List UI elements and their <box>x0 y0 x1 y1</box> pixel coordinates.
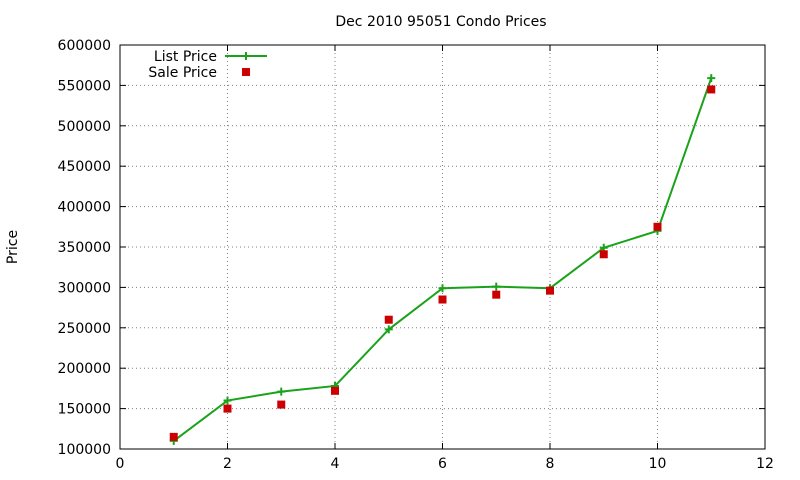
chart-title: Dec 2010 95051 Condo Prices <box>335 14 546 30</box>
x-tick-label: 6 <box>438 456 447 472</box>
x-axis: 0 2 4 6 8 10 12 <box>116 45 774 472</box>
sale-price-point <box>384 315 393 324</box>
list-price-point <box>223 396 232 405</box>
y-tick-label: 500000 <box>58 119 111 135</box>
list-price-point <box>707 74 716 83</box>
sale-price-point <box>277 400 286 409</box>
list-price-point <box>492 282 501 291</box>
list-price-point <box>384 325 393 334</box>
y-tick-label: 300000 <box>58 280 111 296</box>
x-tick-label: 0 <box>116 456 125 472</box>
sale-price-point <box>492 290 501 299</box>
list-price-point <box>277 387 286 396</box>
y-axis-label: Price <box>5 230 21 264</box>
sale-price-point <box>331 386 339 395</box>
y-tick-label: 200000 <box>58 361 111 377</box>
legend-label: Sale Price <box>148 65 217 81</box>
sale-price-point <box>546 286 554 295</box>
y-tick-label: 600000 <box>58 38 111 54</box>
y-tick-label: 250000 <box>58 321 111 337</box>
sale-price-point <box>653 222 662 231</box>
sale-price-point <box>599 250 608 259</box>
y-tick-label: 100000 <box>58 442 111 458</box>
y-tick-label: 450000 <box>58 159 111 175</box>
sale-price-point <box>169 432 178 441</box>
legend-square-marker <box>242 68 250 76</box>
x-tick-label: 8 <box>546 456 555 472</box>
x-tick-label: 12 <box>756 456 774 472</box>
sale-price-series <box>169 85 716 441</box>
plot-border <box>119 44 766 450</box>
sale-price-point <box>707 85 716 94</box>
sale-price-point <box>438 295 447 304</box>
grid <box>120 45 765 449</box>
y-tick-label: 150000 <box>58 402 111 418</box>
y-tick-label: 400000 <box>58 200 111 216</box>
list-price-line <box>173 77 713 442</box>
y-tick-label: 350000 <box>58 240 111 256</box>
x-tick-label: 10 <box>649 456 667 472</box>
plot-series <box>169 74 716 445</box>
list-price-series <box>169 74 716 445</box>
x-tick-label: 2 <box>223 456 232 472</box>
y-axis: 100000 150000 200000 250000 300000 350000 4000… <box>58 38 765 458</box>
sale-price-point <box>223 404 232 413</box>
y-tick-label: 550000 <box>58 78 111 94</box>
x-tick-label: 4 <box>331 456 340 472</box>
legend-plus-marker <box>242 52 250 60</box>
legend-label: List Price <box>154 49 217 65</box>
list-price-point <box>438 284 447 293</box>
